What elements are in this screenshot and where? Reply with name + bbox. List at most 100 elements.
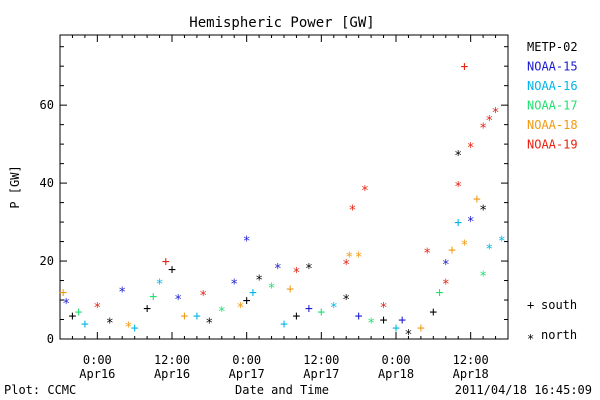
data-point: * [156,278,164,293]
data-point: * [342,293,350,308]
data-point: + [454,216,462,231]
footer-credit: Plot: CCMC [4,383,76,397]
legend: METP-02 NOAA-15 NOAA-16 NOAA-17 NOAA-18 NOAA-… [527,40,578,152]
data-points: + *++*+*+**+*+********++ +**+ +*+++*++**++*… [59,60,505,344]
x-tick-label: 12:00 [453,353,489,367]
legend-item: NOAA-17 [527,99,578,113]
data-point: + [286,282,294,297]
x-tick-label: 12:00 [303,353,339,367]
data-point: * [442,258,450,273]
data-point: + [473,192,481,207]
data-point: * [361,184,369,199]
data-point: + [398,313,406,328]
chart-title: Hemispheric Power [GW] [189,15,374,31]
legend-item: METP-02 [527,40,578,54]
data-point: + [168,262,176,277]
x-tick-label: Apr16 [79,367,115,381]
data-point: + [317,305,325,320]
data-point: * [467,141,475,156]
data-point: + [193,309,201,324]
data-point: + [355,309,363,324]
data-point: + [81,317,89,332]
data-point: + [293,309,301,324]
y-tick-label: 40 [40,176,54,190]
data-point: + [249,286,257,301]
data-point: + [417,321,425,336]
data-point: * [461,239,469,254]
legend-item: NOAA-16 [527,79,578,93]
data-point: + [380,313,388,328]
data-point: + [131,321,139,336]
marker-key-symbol: + [527,298,534,312]
data-point: + [461,60,469,75]
y-tick-label: 60 [40,98,54,112]
data-point: + [305,301,313,316]
data-point: * [268,281,276,296]
data-point: * [237,301,245,316]
x-tick-label: 0:00 [382,353,411,367]
data-point: * [118,285,126,300]
data-point: * [293,266,301,281]
data-point: * [199,289,207,304]
x-tick-label: 12:00 [154,353,190,367]
data-point: + [392,321,400,336]
data-point: + [448,243,456,258]
data-point: + [69,309,77,324]
data-point: * [467,215,475,230]
x-tick-label: Apr18 [378,367,414,381]
data-point: * [479,122,487,137]
data-point: + [143,301,151,316]
data-point: * [454,180,462,195]
marker-key-label: north [541,328,577,342]
data-point: * [349,203,357,218]
data-point: * [243,235,251,250]
data-point: + [181,309,189,324]
data-point: * [330,301,338,316]
data-point: * [498,235,506,250]
data-point: * [479,270,487,285]
data-point: * [423,246,431,261]
x-tick-label: 0:00 [232,353,261,367]
data-point: * [93,301,101,316]
data-point: * [479,203,487,218]
marker-key-label: south [541,298,577,312]
x-tick-label: Apr17 [229,367,265,381]
legend-item: NOAA-19 [527,138,578,152]
y-tick-label: 20 [40,254,54,268]
x-axis-label: Date and Time [235,383,329,397]
data-point: * [62,297,70,312]
x-axis: 0:00Apr1612:00Apr160:00Apr1712:00Apr170:… [59,35,509,381]
data-point: * [442,278,450,293]
data-point: * [342,258,350,273]
data-point: * [218,305,226,320]
data-point: * [174,293,182,308]
data-point: * [345,250,353,265]
x-tick-label: 0:00 [83,353,112,367]
data-point: * [230,278,238,293]
marker-key: + south * north [527,298,577,346]
x-tick-label: Apr18 [453,367,489,381]
footer-timestamp: 2011/04/18 16:45:09 [455,383,592,397]
legend-item: NOAA-15 [527,60,578,74]
data-point: + [162,255,170,270]
x-tick-label: Apr16 [154,367,190,381]
data-point: * [454,149,462,164]
data-point: + [149,290,157,305]
data-point: + [436,286,444,301]
x-tick-label: Apr17 [303,367,339,381]
data-point: * [367,317,375,332]
data-point: + [429,305,437,320]
data-point: * [355,250,363,265]
data-point: * [492,106,500,121]
data-point: * [405,328,413,343]
data-point: * [106,317,114,332]
y-axis: 0 20 40 60 [40,46,508,346]
data-point: + [75,305,83,320]
data-point: + [59,286,67,301]
data-point: * [305,262,313,277]
marker-key-symbol: * [527,332,534,346]
y-tick-label: 0 [47,332,54,346]
data-point: * [125,320,133,335]
data-point: * [274,262,282,277]
